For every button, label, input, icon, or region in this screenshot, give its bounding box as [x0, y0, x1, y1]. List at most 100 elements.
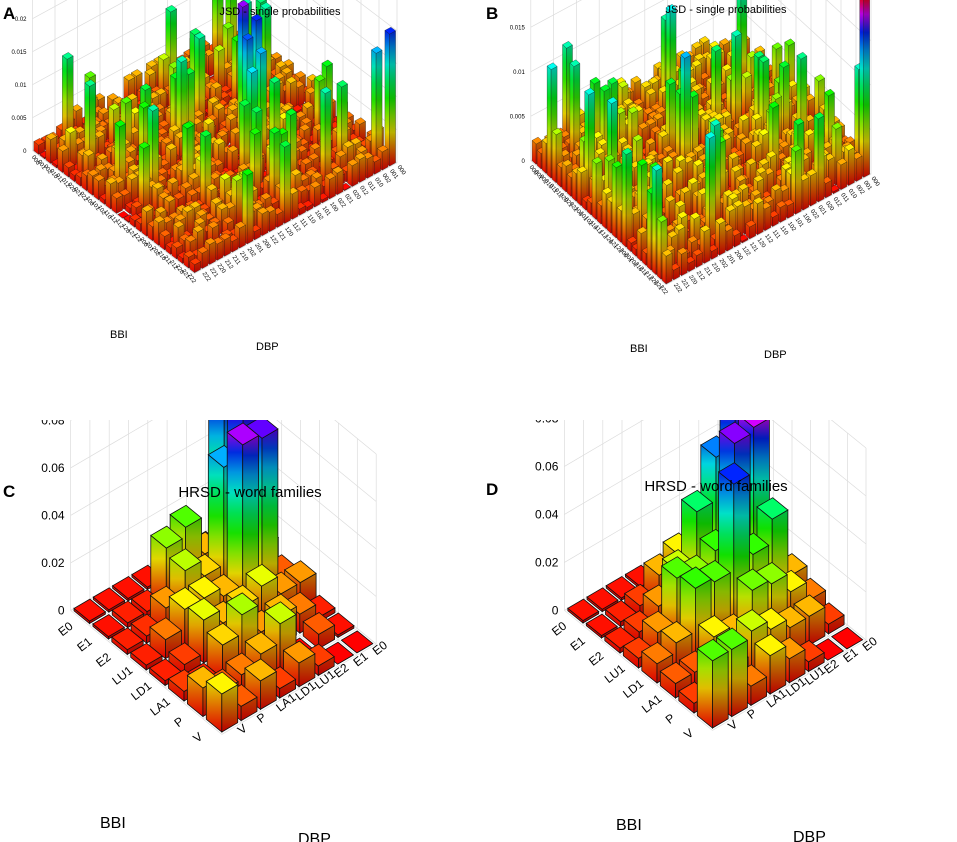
- col-tick-label: 222: [658, 284, 669, 296]
- row-tick-label: 001: [862, 180, 873, 192]
- col-tick-label: 101: [90, 200, 101, 212]
- row-tick-label: 010: [847, 188, 858, 200]
- col-tick-label: LA1: [147, 694, 173, 718]
- bar-a-0-26: [384, 27, 396, 167]
- row-tick-label: 211: [231, 255, 242, 267]
- col-tick-label: 021: [563, 197, 574, 209]
- z-tick-label: 0.01: [513, 70, 525, 76]
- col-tick-label: 002: [538, 174, 549, 186]
- col-tick-label: 000: [30, 155, 41, 167]
- row-tick-label: 222: [201, 271, 212, 283]
- z-tick-label: 0.06: [535, 460, 559, 474]
- row-tick-label: 011: [366, 181, 377, 193]
- col-tick-label: 110: [588, 220, 599, 232]
- col-tick-label: LU1: [109, 663, 135, 688]
- bar-a-19-26: [242, 168, 254, 245]
- row-tick-label: 210: [710, 262, 721, 274]
- row-tick-label: P: [254, 710, 269, 726]
- bar-b-26-18: [621, 147, 633, 248]
- bar3d-chart-a: 00.0050.010.0150.020.0250000010020100110…: [11, 0, 407, 353]
- col-tick-label: 101: [578, 211, 589, 223]
- col-tick-label: 112: [114, 218, 125, 230]
- bar-a-19-16: [182, 121, 194, 199]
- bar-b-11-26: [775, 200, 787, 223]
- bar-a-20-26: [234, 221, 246, 249]
- bar-c-5-0: [111, 576, 145, 602]
- row-tick-label: 221: [208, 267, 219, 279]
- row-tick-label: 110: [778, 225, 789, 237]
- z-tick-label: 0.015: [11, 50, 27, 56]
- bar3d-grid: 0 0.02 0.04 0.06 0.08: [41, 420, 377, 735]
- bar-a-14-26: [279, 140, 291, 224]
- bar-b-19-24: [705, 131, 716, 247]
- row-tick-label: 121: [748, 242, 759, 254]
- col-tick-label: 221: [653, 280, 664, 292]
- bar-c-1-6: [302, 612, 336, 650]
- row-tick-label: 202: [246, 247, 257, 259]
- bar-b-9-26: [791, 144, 802, 215]
- row-tick-label: V: [235, 721, 250, 737]
- bar-d-1-7: [811, 638, 845, 661]
- row-tick-label: 112: [291, 222, 302, 234]
- chart-title-a: JSD - single probabilities: [219, 6, 341, 18]
- bar-a-26-14: [117, 210, 129, 219]
- col-tick-label: 002: [42, 164, 53, 176]
- row-tick-label: 120: [283, 226, 294, 238]
- panel-letter-b: B: [486, 4, 499, 23]
- col-tick-label: 000: [528, 165, 539, 177]
- col-tick-label: P: [663, 711, 678, 727]
- row-tick-label: 111: [771, 229, 782, 240]
- col-tick-label: 111: [108, 214, 119, 225]
- bar-d-7-7: [696, 638, 729, 729]
- bar-b-6-26: [813, 111, 825, 203]
- row-tick-label: 112: [763, 233, 774, 245]
- col-tick-label: 020: [66, 182, 77, 194]
- row-tick-label: 022: [336, 197, 347, 209]
- row-tick-label: 000: [396, 165, 407, 177]
- z-tick-label: 0.005: [510, 114, 526, 120]
- col-tick-label: E2: [93, 650, 113, 670]
- z-tick-label: 0: [552, 604, 559, 618]
- col-tick-label: 222: [186, 273, 197, 285]
- col-tick-label: 102: [583, 215, 594, 227]
- bar-a-8-26: [324, 172, 336, 200]
- col-tick-label: 200: [618, 248, 629, 260]
- row-tick-label: 101: [321, 206, 332, 218]
- row-tick-label: 220: [687, 274, 698, 286]
- row-tick-label: 102: [313, 210, 324, 222]
- col-tick-label: P: [172, 714, 187, 730]
- z-tick-label: 0: [23, 149, 27, 155]
- col-tick-label: 120: [603, 234, 614, 246]
- bar3d-chart-d: 00.020.040.060.08E0E1E2LU1LD1LA1PVE0E1E2…: [535, 420, 880, 842]
- col-tick-label: 202: [150, 246, 161, 258]
- bar-b-0-26: [859, 0, 870, 178]
- col-tick-label: 112: [598, 229, 609, 241]
- row-tick-label: 200: [733, 250, 744, 262]
- bar-b-26-26: [661, 249, 673, 285]
- col-tick-label: 121: [126, 227, 137, 239]
- row-tick-label: 111: [298, 218, 309, 229]
- row-tick-label: 201: [725, 254, 736, 266]
- y-axis-label: BBI: [110, 329, 128, 341]
- col-tick-label: 200: [138, 237, 149, 249]
- col-tick-label: 201: [144, 241, 155, 253]
- z-tick-label: 0.06: [41, 461, 65, 475]
- bar-a-24-15: [138, 141, 150, 215]
- chart-panel-b: B JSD - single probabilities 0 0.005 0.01 0…: [478, 0, 957, 420]
- z-tick-label: 0.04: [535, 508, 559, 522]
- col-tick-label: E1: [568, 634, 588, 654]
- bar-c-7-0: [73, 598, 107, 625]
- bar-b-19-26: [715, 217, 726, 256]
- row-tick-label: E1: [350, 649, 370, 669]
- chart-panel-d: D HRSD - word families 0 0.02 0.04 0.06 0.08…: [478, 420, 957, 842]
- bar-c-6-4: [168, 642, 201, 676]
- col-tick-label: 221: [180, 268, 191, 280]
- col-tick-label: 010: [543, 179, 554, 191]
- col-tick-label: 220: [648, 275, 659, 287]
- z-tick-label: 0.02: [535, 556, 559, 570]
- col-tick-label: 220: [174, 264, 185, 276]
- row-tick-label: P: [744, 706, 759, 722]
- row-tick-label: 021: [343, 193, 354, 205]
- col-tick-label: V: [190, 730, 205, 746]
